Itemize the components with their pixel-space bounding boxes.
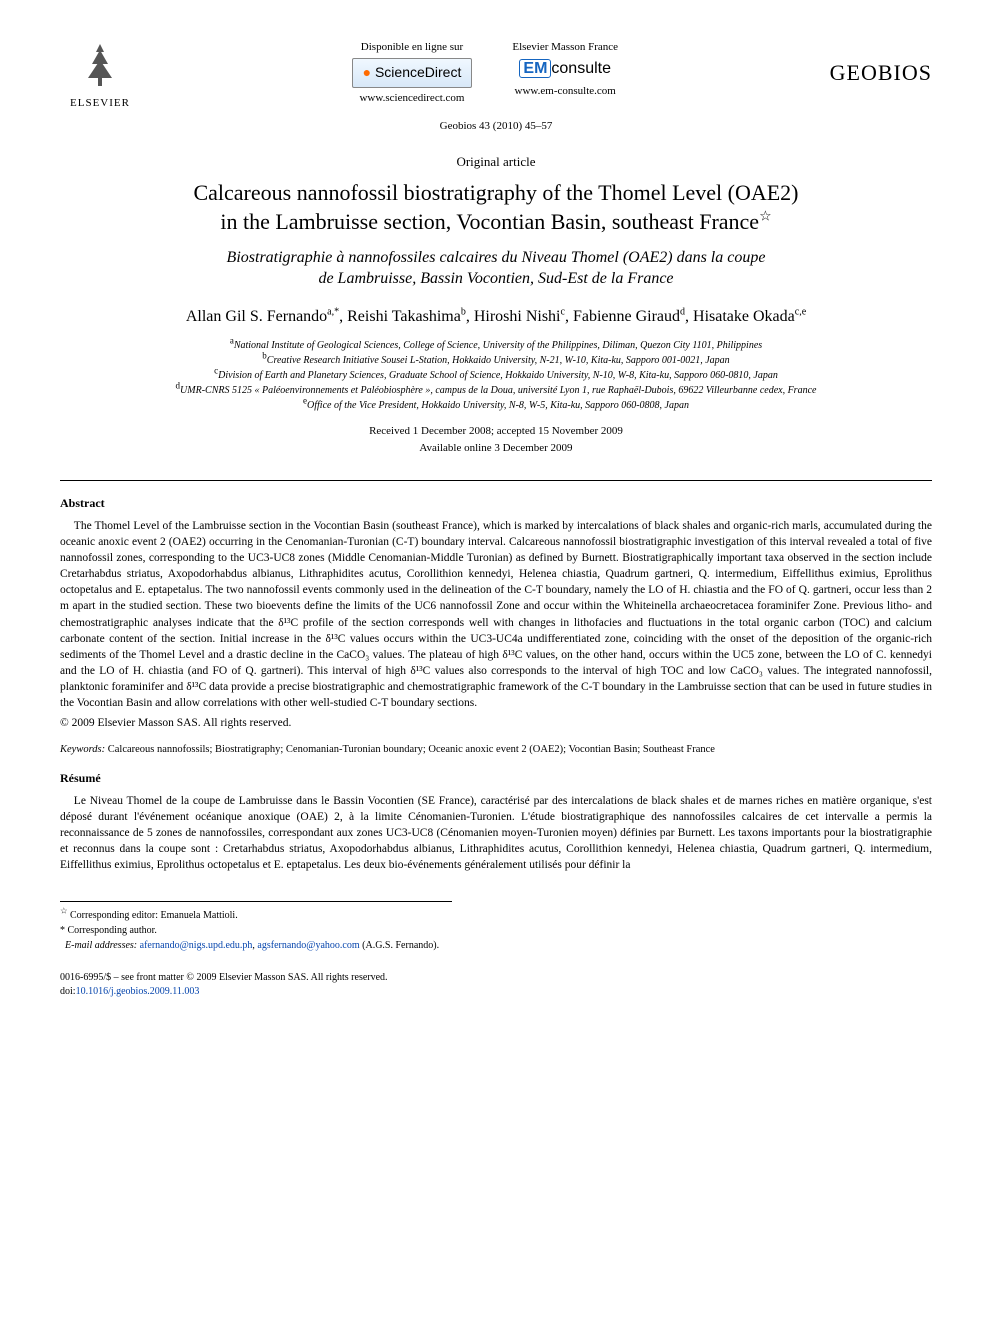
- doi-label: doi:: [60, 986, 76, 997]
- author-1: Allan Gil S. Fernando: [186, 308, 327, 325]
- doi-link[interactable]: 10.1016/j.geobios.2009.11.003: [76, 986, 200, 997]
- author-5-affil: c,e: [795, 306, 806, 317]
- footnote-editor: ☆ Corresponding editor: Emanuela Mattiol…: [60, 908, 452, 923]
- author-4: Fabienne Giraud: [573, 308, 680, 325]
- email-link-1[interactable]: afernando@nigs.upd.edu.ph: [140, 940, 253, 951]
- author-2: Reishi Takashima: [347, 308, 461, 325]
- elsevier-logo: ELSEVIER: [60, 40, 140, 111]
- keywords-line: Keywords: Calcareous nannofossils; Biost…: [60, 743, 932, 758]
- elsevier-tree-icon: [60, 40, 140, 94]
- journal-name: GEOBIOS: [830, 40, 932, 89]
- author-1-affil: a,*: [327, 306, 339, 317]
- title-line2: in the Lambruisse section, Vocontian Bas…: [220, 209, 759, 234]
- author-4-affil: d: [680, 306, 685, 317]
- footnote-corresponding: * Corresponding author.: [60, 923, 452, 938]
- emconsulte-logo[interactable]: EMconsulte: [512, 58, 618, 80]
- title-line1: Calcareous nannofossil biostratigraphy o…: [193, 180, 798, 205]
- footnote-editor-text: Corresponding editor: Emanuela Mattioli.: [70, 910, 238, 921]
- sd-label: ScienceDirect: [375, 64, 461, 80]
- sciencedirect-logo[interactable]: ● ScienceDirect: [352, 58, 473, 88]
- abstract-body: The Thomel Level of the Lambruisse secti…: [60, 518, 932, 711]
- em-label: consulte: [551, 60, 611, 77]
- article-type: Original article: [60, 153, 932, 171]
- article-subtitle: Biostratigraphie à nannofossiles calcair…: [60, 248, 932, 290]
- em-url[interactable]: www.em-consulte.com: [512, 84, 618, 99]
- author-2-affil: b: [461, 306, 466, 317]
- subtitle-line1: Biostratigraphie à nannofossiles calcair…: [227, 249, 766, 266]
- abstract-heading: Abstract: [60, 495, 932, 512]
- resume-heading: Résumé: [60, 770, 932, 787]
- dates-block: Received 1 December 2008; accepted 15 No…: [60, 423, 932, 456]
- email-label: E-mail addresses:: [65, 940, 137, 951]
- footnotes-block: ☆ Corresponding editor: Emanuela Mattiol…: [60, 901, 452, 953]
- author-3-affil: c: [560, 306, 564, 317]
- received-date: Received 1 December 2008; accepted 15 No…: [369, 425, 623, 437]
- author-5: Hisatake Okada: [693, 308, 795, 325]
- resume-body: Le Niveau Thomel de la coupe de Lambruis…: [60, 793, 932, 873]
- citation-line: Geobios 43 (2010) 45–57: [60, 119, 932, 134]
- keywords-label: Keywords:: [60, 744, 105, 755]
- article-title: Calcareous nannofossil biostratigraphy o…: [60, 179, 932, 236]
- sd-available-label: Disponible en ligne sur: [352, 40, 473, 55]
- footnote-emails: E-mail addresses: afernando@nigs.upd.edu…: [60, 938, 452, 953]
- subtitle-line2: de Lambruisse, Bassin Vocontien, Sud-Est…: [318, 270, 673, 287]
- elsevier-name: ELSEVIER: [60, 96, 140, 111]
- footer-bar: 0016-6995/$ – see front matter © 2009 El…: [60, 971, 932, 999]
- affil-b: Creative Research Initiative Sousei L-St…: [267, 355, 730, 366]
- author-3: Hiroshi Nishi: [474, 308, 561, 325]
- em-prefix: EM: [519, 59, 551, 78]
- affiliations-block: aNational Institute of Geological Scienc…: [60, 338, 932, 413]
- publisher-header: ELSEVIER Disponible en ligne sur ● Scien…: [60, 40, 932, 111]
- divider-top: [60, 480, 932, 481]
- affil-a: National Institute of Geological Science…: [234, 340, 762, 351]
- affil-e: Office of the Vice President, Hokkaido U…: [307, 400, 689, 411]
- em-head: Elsevier Masson France: [512, 40, 618, 55]
- footnote-corr-text: Corresponding author.: [68, 925, 157, 936]
- keywords-text: Calcareous nannofossils; Biostratigraphy…: [105, 744, 715, 755]
- emconsulte-block: Elsevier Masson France EMconsulte www.em…: [512, 40, 618, 99]
- affil-c: Division of Earth and Planetary Sciences…: [218, 370, 778, 381]
- affil-d: UMR-CNRS 5125 « Paléoenvironnements et P…: [180, 385, 816, 396]
- title-star-icon: ☆: [759, 209, 772, 224]
- online-date: Available online 3 December 2009: [419, 442, 572, 454]
- copyright-line: © 2009 Elsevier Masson SAS. All rights r…: [60, 715, 932, 731]
- footer-doi-line: doi:10.1016/j.geobios.2009.11.003: [60, 985, 932, 999]
- online-links-block: Disponible en ligne sur ● ScienceDirect …: [352, 40, 618, 106]
- sd-url[interactable]: www.sciencedirect.com: [352, 91, 473, 106]
- sciencedirect-block: Disponible en ligne sur ● ScienceDirect …: [352, 40, 473, 106]
- footer-issn: 0016-6995/$ – see front matter © 2009 El…: [60, 971, 932, 985]
- email-tail: (A.G.S. Fernando).: [360, 940, 439, 951]
- authors-line: Allan Gil S. Fernandoa,*, Reishi Takashi…: [60, 306, 932, 328]
- email-link-2[interactable]: agsfernando@yahoo.com: [257, 940, 359, 951]
